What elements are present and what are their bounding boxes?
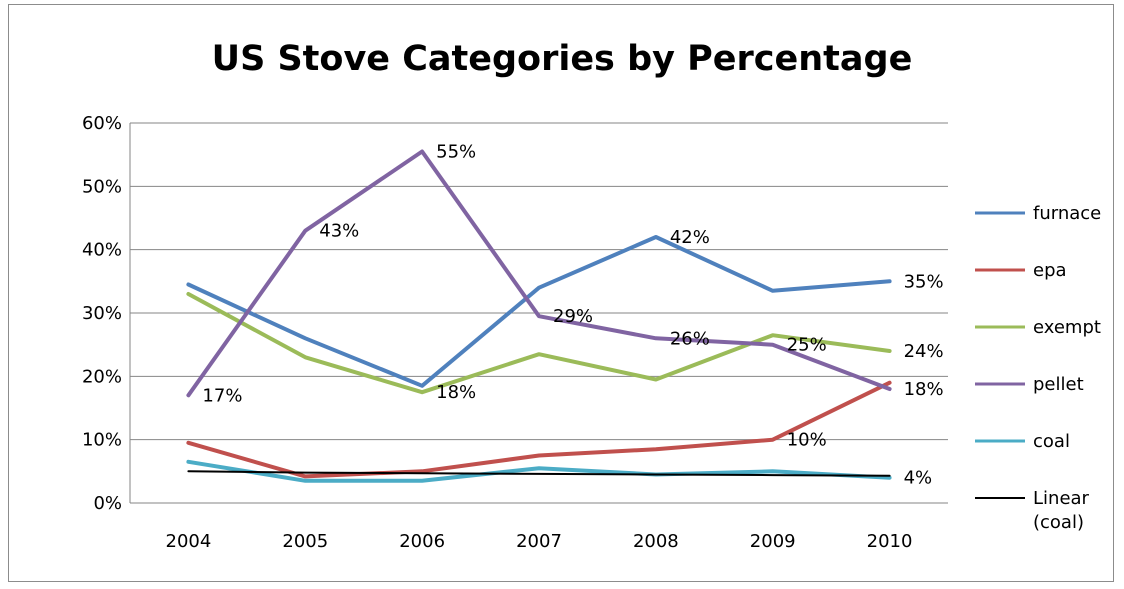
x-tick-labels: 2004 2005 2006 2007 2008 2009 2010: [166, 531, 913, 552]
data-label: 18%: [904, 379, 944, 400]
x-tick-label: 2008: [633, 531, 679, 552]
data-label: 4%: [904, 468, 933, 489]
series-line-exempt: [186, 292, 892, 395]
legend-label: exempt: [1033, 317, 1101, 338]
x-tick-label: 2007: [516, 531, 562, 552]
y-tick-label: 0%: [93, 493, 122, 514]
series-line-epa: [186, 380, 892, 479]
data-label: 25%: [787, 335, 827, 356]
legend-label: (coal): [1033, 512, 1084, 533]
chart-frame: [8, 4, 1114, 582]
x-tick-label: 2005: [282, 531, 328, 552]
series-line-coal: [186, 459, 892, 483]
series-line-linear-coal: [187, 470, 891, 477]
axes: [129, 123, 948, 504]
y-tick-labels: 0% 10% 20% 30% 40% 50% 60%: [82, 113, 122, 514]
x-tick-label: 2006: [399, 531, 445, 552]
y-tick-label: 40%: [82, 240, 122, 261]
y-tick-label: 30%: [82, 303, 122, 324]
legend-label: pellet: [1033, 374, 1084, 395]
legend-label: coal: [1033, 431, 1070, 452]
x-tick-label: 2010: [867, 531, 913, 552]
series-line-pellet: [186, 149, 892, 398]
data-label: 29%: [553, 306, 593, 327]
y-tick-label: 60%: [82, 113, 122, 134]
data-label: 55%: [436, 142, 476, 163]
data-label: 43%: [319, 221, 359, 242]
data-label: 35%: [904, 271, 944, 292]
series-line-furnace: [186, 235, 892, 388]
data-label: 17%: [202, 385, 242, 406]
legend-label: furnace: [1033, 203, 1101, 224]
data-label: 24%: [904, 341, 944, 362]
y-tick-label: 10%: [82, 430, 122, 451]
series-lines: [186, 149, 892, 483]
data-label: 10%: [787, 430, 827, 451]
x-tick-label: 2009: [750, 531, 796, 552]
legend-label: Linear: [1033, 488, 1090, 509]
chart-title: US Stove Categories by Percentage: [212, 39, 913, 79]
x-tick-label: 2004: [166, 531, 212, 552]
y-tick-label: 50%: [82, 176, 122, 197]
y-tick-label: 20%: [82, 366, 122, 387]
legend-label: epa: [1033, 260, 1067, 281]
data-label: 42%: [670, 227, 710, 248]
legend: furnace epa exempt pellet coal Linear (coal): [975, 203, 1101, 533]
data-label: 26%: [670, 328, 710, 349]
gridlines: [130, 122, 948, 441]
data-label: 18%: [436, 382, 476, 403]
data-labels: 17% 43% 55% 18% 29% 42% 26% 25% 10% 35% 24% 18% 4%: [202, 142, 943, 489]
